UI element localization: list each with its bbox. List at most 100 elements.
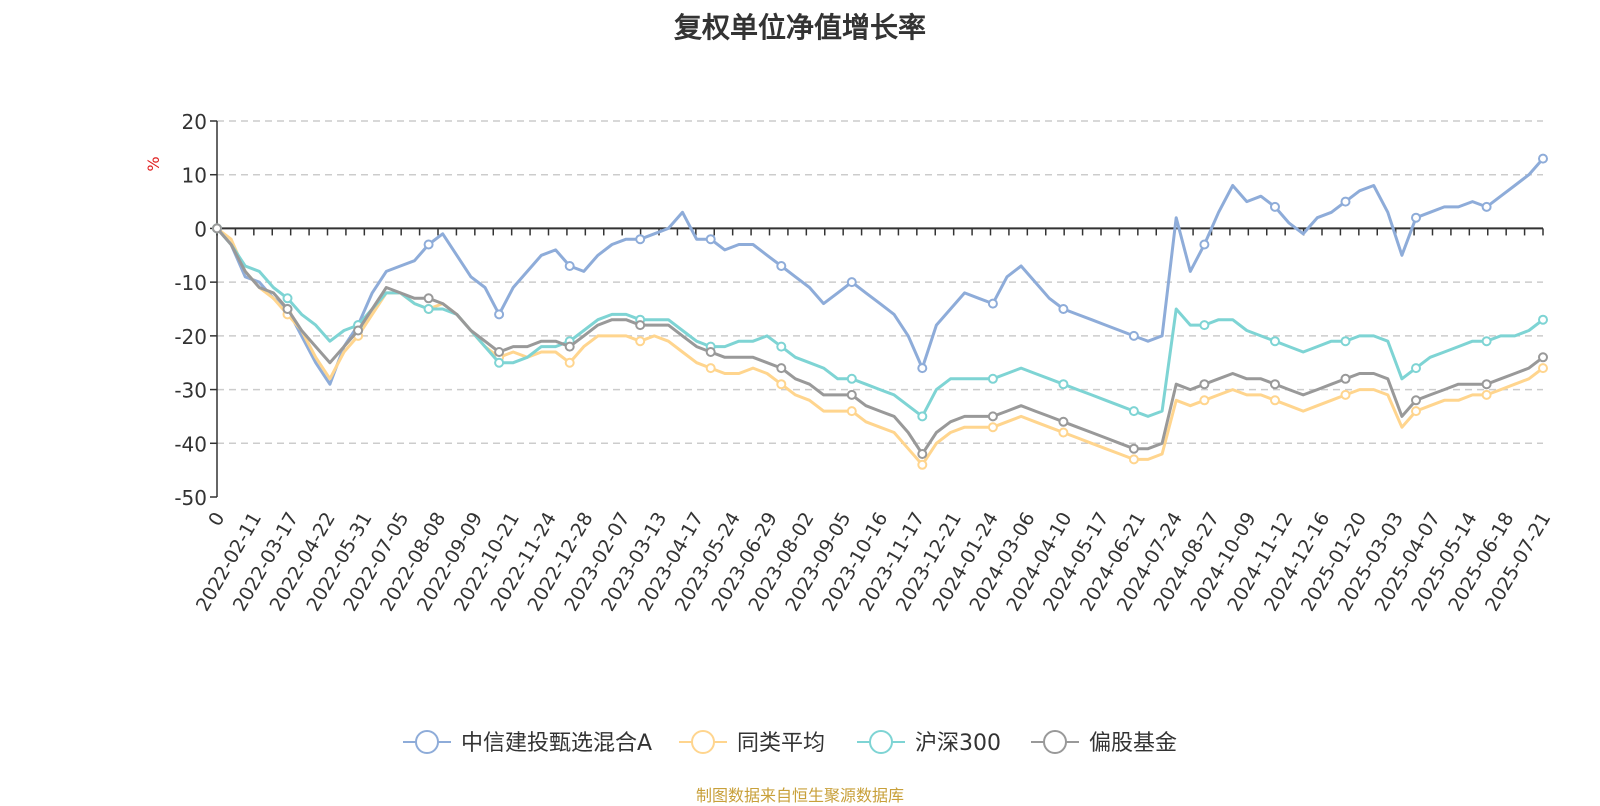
data-point [846,389,857,400]
data-point [705,347,716,357]
data-point [423,293,434,304]
data-point [917,363,928,374]
data-point [846,373,857,384]
data-point [635,320,646,331]
legend-label: 沪深300 [915,731,1001,756]
legend-marker [1043,730,1067,754]
data-point [987,411,998,422]
data-point [1340,389,1351,400]
series-line [215,157,1545,386]
legend-marker [869,730,893,754]
legend-marker [691,730,715,754]
y-tick-label: -30 [174,379,207,403]
data-point [1128,454,1139,465]
data-point [1199,320,1210,331]
legend-item[interactable]: 同类平均 [679,730,825,756]
data-point [1481,389,1492,400]
data-point [1270,201,1280,212]
data-point [1340,373,1351,384]
data-point [1340,196,1351,207]
data-point [282,293,293,304]
data-point [987,422,998,433]
data-point [282,304,293,314]
data-point [1128,330,1139,341]
data-point [212,223,222,234]
data-point [494,347,505,357]
data-point [1411,406,1421,417]
data-point [1058,427,1069,438]
data-point [1058,416,1069,427]
data-point [1270,379,1280,390]
data-point [1538,153,1548,164]
data-point [1538,314,1548,325]
data-point [1199,395,1210,406]
data-point [776,341,787,352]
series-lines [212,153,1548,470]
series-line [215,227,1544,418]
data-point [423,304,434,314]
y-tick-label: -40 [174,432,207,456]
data-point [917,449,928,459]
series-line [215,227,1544,456]
data-point [1538,352,1548,363]
data-point [494,309,505,320]
data-point [1199,239,1210,250]
y-tick-label: -10 [174,271,207,295]
data-point [846,277,857,288]
y-axis-label: % [144,156,163,171]
data-point [494,357,505,368]
data-point [846,406,857,417]
data-point [917,459,928,470]
data-point [1270,395,1280,406]
data-point [564,261,575,271]
data-point [1128,443,1139,454]
data-point [917,411,928,422]
data-point [705,363,716,374]
y-tick-label: 0 [194,217,207,241]
data-point [1199,379,1210,390]
data-point [1058,379,1069,390]
y-tick-label: -50 [174,486,207,510]
data-point [564,341,575,352]
data-point [423,239,434,250]
data-point [776,363,787,374]
y-tick-label: 10 [182,164,207,188]
data-point [1481,201,1492,212]
data-point [987,373,998,384]
legend[interactable]: 中信建投甄选混合A 同类平均 沪深300 偏股基金 [403,730,1177,756]
data-point [776,379,787,390]
data-point [1411,212,1421,223]
series-line [216,227,1544,467]
legend-marker [415,730,439,754]
legend-item[interactable]: 中信建投甄选混合A [403,730,652,756]
legend-label: 偏股基金 [1089,731,1177,756]
axes: 20100-10-20-30-40-50%02022-02-112022-03-… [144,110,1555,615]
data-point [705,234,716,245]
data-point [635,336,646,347]
data-point [635,234,646,245]
data-point [1340,336,1351,347]
legend-item[interactable]: 偏股基金 [1031,730,1177,756]
y-tick-label: 20 [182,110,207,134]
data-point [987,298,998,309]
legend-label: 中信建投甄选混合A [461,731,652,756]
data-point [564,357,575,368]
data-point [353,325,364,336]
data-point [1481,336,1492,347]
data-point [1270,336,1280,347]
data-point [1128,406,1139,417]
data-point [1481,379,1492,390]
x-tick-label: 0 [204,509,229,530]
legend-label: 同类平均 [737,731,825,756]
data-point [776,261,787,271]
y-tick-label: -20 [174,325,207,349]
data-point [1411,363,1421,374]
data-point [1411,395,1421,406]
line-chart: 20100-10-20-30-40-50%02022-02-112022-03-… [144,110,1555,756]
data-point [1058,304,1069,314]
legend-item[interactable]: 沪深300 [857,730,1001,756]
data-point [1538,363,1548,374]
source-note: 制图数据来自恒生聚源数据库 [695,786,904,805]
chart-title: 复权单位净值增长率 [673,11,926,44]
